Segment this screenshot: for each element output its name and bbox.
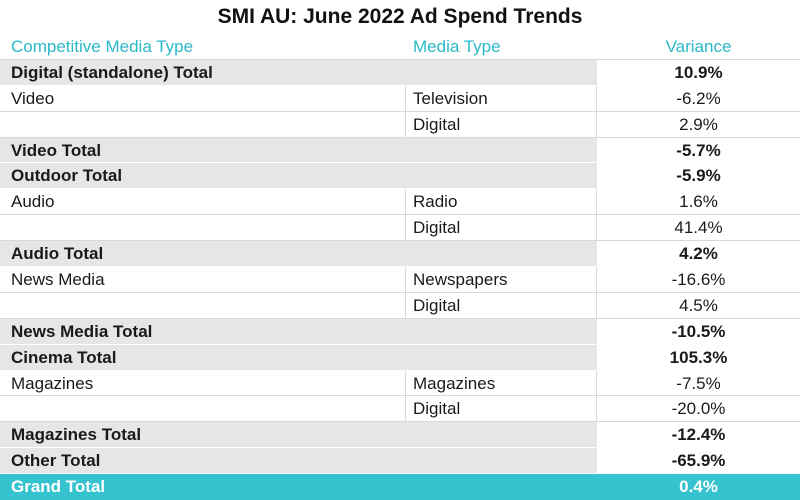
cell-media-type (406, 345, 597, 370)
cell-competitive-media-type: News Media (0, 267, 406, 292)
cell-media-type (406, 138, 597, 163)
total-row: Outdoor Total -5.9% (0, 163, 800, 190)
table-row: Magazines Magazines -7.5% (0, 370, 800, 397)
cell-variance: -6.2% (676, 88, 721, 108)
cell-media-type: Digital (406, 292, 597, 318)
total-row: News Media Total -10.5% (0, 318, 800, 345)
cell-variance: 4.5% (679, 295, 718, 315)
cell-competitive-media-type: Audio (0, 189, 406, 215)
cell-variance: -20.0% (671, 399, 726, 419)
cell-variance: 41.4% (674, 218, 723, 238)
cell-media-type: Radio (406, 189, 597, 215)
grand-total-media-type (406, 474, 597, 500)
table-row: Digital 4.5% (0, 292, 800, 319)
table-row: Digital 41.4% (0, 215, 800, 242)
table-row: Digital -20.0% (0, 396, 800, 423)
grand-total-row: Grand Total 0.4% (0, 474, 800, 500)
total-row: Audio Total 4.2% (0, 241, 800, 268)
cell-competitive-media-type: Video (0, 85, 406, 111)
cell-media-type: Television (406, 85, 597, 111)
cell-variance: -12.4% (597, 422, 800, 448)
cell-media-type: Digital (406, 215, 597, 241)
cell-variance: 10.9% (597, 59, 800, 85)
cell-competitive-media-type (0, 111, 406, 137)
cell-variance: -5.7% (597, 137, 800, 163)
cell-media-type (406, 448, 597, 473)
cell-variance: 2.9% (679, 114, 718, 134)
cell-competitive-media-type: Cinema Total (11, 347, 117, 367)
cell-competitive-media-type: Outdoor Total (11, 166, 123, 186)
cell-variance: -16.6% (671, 270, 726, 290)
cell-variance: 4.2% (597, 241, 800, 267)
table-row: News Media Newspapers -16.6% (0, 267, 800, 293)
header-variance: Variance (665, 37, 732, 56)
cell-media-type (406, 163, 597, 188)
cell-competitive-media-type (0, 292, 406, 318)
cell-competitive-media-type: Audio Total (11, 244, 104, 264)
cell-variance: -65.9% (597, 448, 800, 474)
table-row: Audio Radio 1.6% (0, 189, 800, 216)
cell-variance: -5.9% (597, 163, 800, 189)
cell-media-type: Digital (406, 111, 597, 137)
cell-competitive-media-type: Other Total (11, 451, 101, 471)
cell-competitive-media-type: Magazines Total (11, 425, 142, 445)
cell-competitive-media-type: Magazines (0, 370, 406, 396)
cell-variance: 105.3% (597, 344, 800, 370)
total-row: Digital (standalone) Total 10.9% (0, 59, 800, 86)
table-header-row: Competitive Media Type Media Type Varian… (0, 34, 800, 60)
cell-variance: 1.6% (679, 192, 718, 212)
cell-media-type: Newspapers (406, 267, 597, 292)
table-row: Digital 2.9% (0, 111, 800, 138)
total-row: Magazines Total -12.4% (0, 422, 800, 449)
cell-competitive-media-type (0, 215, 406, 241)
cell-media-type (406, 422, 597, 447)
total-row: Cinema Total 105.3% (0, 344, 800, 371)
total-row: Other Total -65.9% (0, 448, 800, 475)
table-row: Video Television -6.2% (0, 85, 800, 112)
header-media-type: Media Type (413, 37, 501, 56)
cell-competitive-media-type: Digital (standalone) Total (11, 62, 213, 82)
table-title: SMI AU: June 2022 Ad Spend Trends (217, 5, 583, 28)
cell-variance: -7.5% (676, 373, 721, 393)
cell-competitive-media-type (0, 396, 406, 422)
table-body: Digital (standalone) Total 10.9% Video Tele… (0, 59, 800, 475)
header-competitive-media-type: Competitive Media Type (11, 37, 194, 56)
cell-media-type (406, 241, 597, 266)
cell-competitive-media-type: Video Total (11, 140, 102, 160)
grand-total-variance: 0.4% (679, 477, 718, 497)
cell-media-type (406, 60, 597, 85)
cell-media-type: Digital (406, 396, 597, 422)
grand-total-label: Grand Total (11, 477, 106, 497)
cell-variance: -10.5% (597, 318, 800, 344)
cell-media-type: Magazines (406, 370, 597, 396)
total-row: Video Total -5.7% (0, 137, 800, 164)
cell-media-type (406, 319, 597, 344)
cell-competitive-media-type: News Media Total (11, 321, 153, 341)
